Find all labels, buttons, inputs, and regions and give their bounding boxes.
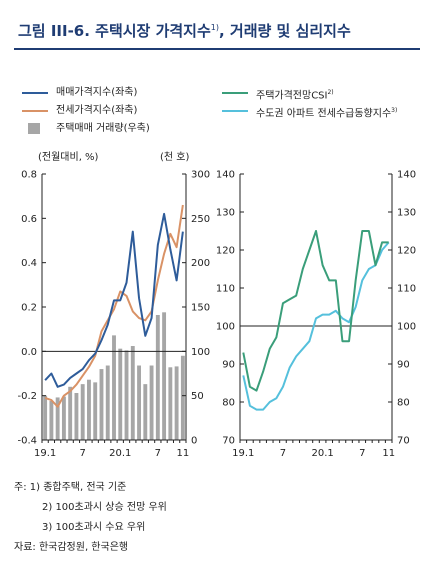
right-tick-label: 200 [191, 258, 210, 269]
transactions-bar [112, 335, 116, 440]
transactions-bar [174, 366, 179, 440]
right-tick-label: 80 [397, 398, 410, 409]
legend-swatch-transactions [28, 123, 40, 134]
source: 자료: 한국감정원, 한국은행 [14, 542, 129, 553]
supply-demand-line [242, 241, 390, 411]
right-tick-label: 120 [397, 246, 416, 257]
transactions-bar [49, 400, 54, 440]
left-tick-label: 0.6 [21, 214, 37, 225]
title-bar: 그림 III-6. 주택시장 가격지수1), 거래량 및 심리지수 [14, 10, 420, 50]
left-tick-label: 0.0 [21, 347, 37, 358]
x-tick-label: 7 [359, 448, 365, 459]
csi-line [242, 230, 389, 392]
x-tick-label: 7 [280, 448, 286, 459]
legend-swatch-sale [22, 92, 48, 94]
right-chart: 70 80 90 100 110 120 130 140 70 80 90 100 110 120 130 1… [216, 170, 416, 460]
transactions-bar [155, 314, 160, 440]
legend-swatch-jeonse [22, 110, 48, 112]
transactions-bar [99, 369, 104, 440]
right-tick-label: 140 [397, 170, 416, 181]
transactions-bar [149, 365, 154, 440]
right-tick-label: 300 [191, 170, 210, 181]
right-tick-label: 70 [397, 436, 410, 447]
legend-label-jeonse: 전세가격지수(좌축) [56, 105, 138, 116]
right-tick-label: 110 [397, 284, 416, 295]
x-tick-label: 7 [80, 448, 86, 459]
right-tick-label: 100 [191, 347, 210, 358]
left-unit-label: (전월대비, %) [38, 151, 99, 163]
transactions-bar [118, 348, 123, 440]
chart-area: (전월대비, %) (천 호) -0.4 -0.2 0.0 0.2 0.4 0.6 0.8 0 50… [17, 151, 416, 460]
legend-label-csi: 주택가격전망CSI2) [256, 89, 334, 102]
transactions-bar [137, 365, 141, 440]
x-tick-label: 11 [177, 448, 190, 459]
left-tick-label: 0.2 [21, 303, 37, 314]
left-tick-label: 110 [216, 284, 235, 295]
left-tick-label: 80 [222, 398, 235, 409]
transactions-bar [55, 397, 60, 440]
legend-swatch-csi [222, 92, 248, 94]
transactions-bar [43, 395, 48, 440]
transactions-bar [80, 384, 85, 440]
transactions-bar [162, 312, 167, 440]
transactions-bar [105, 365, 110, 440]
right-tick-label: 50 [191, 391, 204, 402]
transactions-bar [68, 386, 73, 440]
transactions-bar [168, 367, 173, 440]
left-tick-label: 0.4 [21, 258, 37, 269]
legend: 매매가격지수(좌축) 전세가격지수(좌축) 주택매매 거래량(우축) 주택가격전… [22, 86, 422, 142]
legend-swatch-supply [222, 110, 248, 112]
legend-label-supply: 수도권 아파트 전세수급동향지수3) [256, 107, 398, 120]
right-tick-label: 150 [191, 303, 210, 314]
note-2: 2) 100초과시 상승 전망 우위 [42, 502, 167, 513]
right-tick-label: 130 [397, 208, 416, 219]
jeonse-price-line [44, 204, 184, 408]
transactions-bar [93, 382, 98, 440]
left-tick-label: 140 [216, 170, 235, 181]
left-chart: (전월대비, %) (천 호) -0.4 -0.2 0.0 0.2 0.4 0.6 0.8 0 50… [17, 151, 210, 459]
left-tick-label: 130 [216, 208, 235, 219]
right-unit-label: (천 호) [160, 151, 189, 163]
legend-label-transactions: 주택매매 거래량(우축) [56, 123, 150, 134]
right-tick-label: 100 [397, 322, 416, 333]
transactions-bar [180, 355, 185, 440]
transactions-bar [124, 350, 129, 440]
left-tick-label: -0.2 [17, 391, 37, 402]
transactions-bar [143, 384, 148, 440]
left-tick-label: 70 [222, 436, 235, 447]
x-tick-label: 19.1 [232, 448, 254, 459]
left-tick-label: 0.8 [21, 170, 37, 181]
transactions-bar [130, 346, 135, 440]
x-tick-label: 20.1 [311, 448, 333, 459]
right-tick-label: 90 [397, 360, 410, 371]
note-1: 주: 1) 종합주택, 전국 기준 [14, 482, 127, 493]
transactions-bar [74, 393, 79, 440]
note-3: 3) 100초과시 수요 우위 [42, 522, 146, 533]
chart-title: 그림 III-6. 주택시장 가격지수1), 거래량 및 심리지수 [18, 22, 351, 40]
transactions-bar [87, 379, 91, 440]
x-tick-label: 11 [382, 448, 395, 459]
notes: 주: 1) 종합주택, 전국 기준 2) 100초과시 상승 전망 우위 3) … [14, 478, 167, 558]
left-tick-label: -0.4 [17, 436, 37, 447]
sale-price-line [44, 212, 184, 388]
x-tick-label: 19.1 [34, 448, 56, 459]
left-tick-label: 120 [216, 246, 235, 257]
transactions-bar [61, 396, 66, 440]
legend-label-sale: 매매가격지수(좌축) [56, 87, 138, 98]
x-tick-label: 7 [155, 448, 161, 459]
right-tick-label: 250 [191, 214, 210, 225]
left-tick-label: 100 [216, 322, 235, 333]
right-tick-label: 0 [191, 436, 197, 447]
left-tick-label: 90 [222, 360, 235, 371]
x-tick-label: 20.1 [109, 448, 131, 459]
